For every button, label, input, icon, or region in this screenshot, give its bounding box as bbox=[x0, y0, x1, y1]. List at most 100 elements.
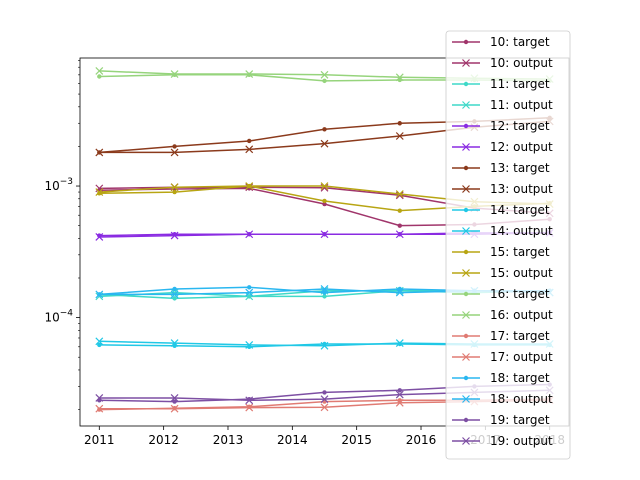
data-point bbox=[245, 145, 254, 154]
legend-box bbox=[445, 30, 571, 460]
legend-label: 18: target bbox=[490, 371, 550, 385]
legend-label: 13: output bbox=[490, 182, 553, 196]
x-tick-label: 2014 bbox=[277, 433, 308, 447]
data-point bbox=[245, 230, 254, 239]
legend-label: 18: output bbox=[490, 392, 553, 406]
data-point bbox=[245, 403, 254, 412]
data-point bbox=[322, 127, 327, 132]
legend-marker bbox=[462, 395, 470, 403]
data-point bbox=[97, 342, 102, 348]
x-tick-label: 2016 bbox=[406, 433, 437, 447]
data-point bbox=[395, 390, 404, 399]
data-point bbox=[172, 296, 177, 301]
data-point bbox=[95, 394, 104, 402]
legend-marker bbox=[463, 417, 469, 423]
data-point bbox=[247, 138, 252, 144]
data-point bbox=[172, 144, 177, 149]
legend-item-12-target: 12: target bbox=[452, 119, 550, 133]
legend-marker bbox=[463, 165, 469, 171]
legend-item-19-target: 19: target bbox=[452, 413, 550, 427]
legend-item-12-output: 12: output bbox=[452, 140, 553, 154]
legend-label: 19: target bbox=[490, 413, 550, 427]
legend-marker bbox=[463, 207, 469, 213]
data-point bbox=[170, 70, 179, 78]
data-point bbox=[322, 201, 327, 207]
data-point bbox=[395, 73, 404, 82]
data-point bbox=[320, 139, 329, 148]
data-point bbox=[172, 189, 177, 195]
data-point bbox=[172, 286, 177, 292]
data-point bbox=[95, 337, 104, 346]
data-point bbox=[170, 339, 179, 348]
data-point bbox=[395, 190, 404, 198]
data-point bbox=[395, 230, 404, 239]
legend-marker bbox=[462, 437, 470, 445]
data-point bbox=[320, 403, 329, 412]
data-point bbox=[322, 198, 327, 204]
data-point bbox=[170, 404, 179, 413]
x-tick-label: 2011 bbox=[84, 433, 115, 447]
legend-marker bbox=[462, 143, 470, 151]
legend-label: 17: output bbox=[490, 350, 553, 364]
data-point bbox=[97, 74, 102, 79]
data-point bbox=[245, 340, 254, 349]
legend-label: 16: target bbox=[490, 287, 550, 301]
legend-label: 13: target bbox=[490, 161, 550, 175]
legend-marker bbox=[462, 311, 470, 319]
legend-label: 11: target bbox=[490, 77, 550, 91]
legend-item-17-target: 17: target bbox=[452, 329, 550, 343]
data-point bbox=[95, 233, 104, 241]
legend-marker bbox=[463, 375, 469, 381]
data-point bbox=[395, 191, 404, 200]
x-tick-label: 2015 bbox=[341, 433, 372, 447]
data-point bbox=[397, 121, 402, 126]
y-tick-label: 10−4 bbox=[44, 309, 73, 325]
legend-item-13-output: 13: output bbox=[452, 182, 553, 196]
legend: 10: target 10: output 11: target 11: output… bbox=[445, 30, 571, 460]
legend-label: 15: output bbox=[490, 266, 553, 280]
y-tick-label: 10−3 bbox=[44, 177, 73, 193]
legend-item-16-output: 16: output bbox=[452, 308, 553, 322]
data-point bbox=[395, 339, 404, 348]
y-axis: 10−4 10−3 bbox=[44, 60, 80, 410]
data-point bbox=[322, 294, 327, 299]
data-point bbox=[322, 390, 327, 395]
data-point bbox=[245, 396, 254, 405]
legend-marker bbox=[462, 353, 470, 361]
data-point bbox=[170, 148, 179, 157]
data-point bbox=[170, 183, 179, 192]
legend-marker bbox=[463, 333, 469, 339]
legend-item-17-output: 17: output bbox=[452, 350, 553, 364]
data-point bbox=[95, 66, 104, 75]
data-point bbox=[245, 288, 254, 297]
data-point bbox=[322, 290, 327, 295]
legend-label: 19: output bbox=[490, 434, 553, 448]
legend-label: 12: target bbox=[490, 119, 550, 133]
data-point bbox=[95, 184, 104, 193]
legend-item-10-target: 10: target bbox=[452, 35, 550, 49]
data-point bbox=[95, 404, 104, 413]
data-point bbox=[170, 394, 179, 402]
legend-label: 14: target bbox=[490, 203, 550, 217]
legend-marker bbox=[463, 249, 469, 255]
legend-item-18-output: 18: output bbox=[452, 392, 553, 406]
data-point bbox=[95, 290, 104, 299]
legend-label: 10: output bbox=[490, 56, 553, 70]
legend-marker bbox=[462, 269, 470, 277]
data-point bbox=[320, 285, 329, 293]
legend-item-13-target: 13: target bbox=[452, 161, 550, 175]
legend-label: 15: target bbox=[490, 245, 550, 259]
legend-item-19-output: 19: output bbox=[452, 434, 553, 448]
data-point bbox=[170, 290, 179, 299]
legend-item-14-target: 14: target bbox=[452, 203, 550, 217]
legend-item-11-output: 11: output bbox=[452, 98, 553, 112]
legend-label: 14: output bbox=[490, 224, 553, 238]
data-point bbox=[397, 223, 402, 228]
data-point bbox=[395, 398, 404, 407]
legend-marker bbox=[462, 101, 470, 109]
data-point bbox=[95, 188, 104, 196]
legend-marker bbox=[463, 81, 469, 87]
data-point bbox=[245, 182, 254, 190]
